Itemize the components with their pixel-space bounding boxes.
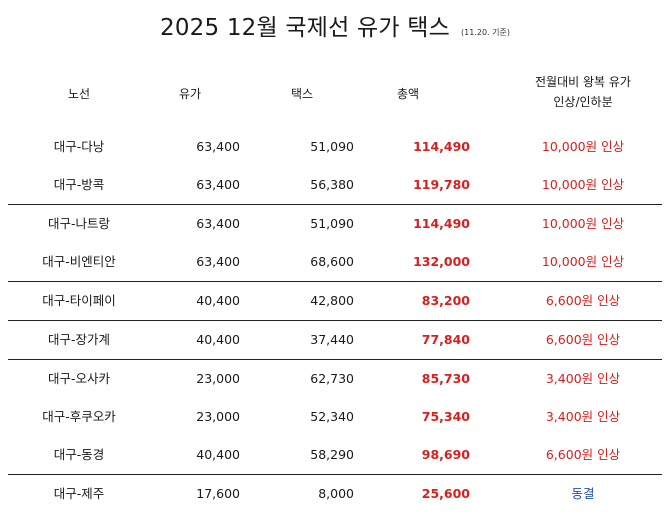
change-cell: 10,000원 인상 (541, 139, 625, 154)
header-total: 총액 (396, 87, 420, 101)
fuel-cell: 40,400 (196, 447, 240, 462)
route-cell: 대구-동경 (53, 447, 105, 462)
route-cell: 대구-나트랑 (47, 216, 110, 231)
fuel-cell: 23,000 (196, 409, 240, 424)
group-divider (8, 281, 662, 282)
header-change: 전월대비 왕복 유가 인상/인하분 (508, 72, 658, 112)
route-cell: 대구-비엔티안 (42, 254, 116, 269)
group-divider (8, 474, 662, 475)
total-cell: 98,690 (421, 447, 470, 462)
fare-table: 대구-다낭 63,400 51,090 114,490 10,000원 인상 대… (0, 128, 670, 513)
table-row: 대구-방콕 63,400 56,380 119,780 10,000원 인상 (0, 166, 670, 204)
tax-cell: 58,290 (310, 447, 354, 462)
table-row: 대구-제주 17,600 8,000 25,600 동결 (0, 475, 670, 513)
tax-cell: 51,090 (310, 139, 354, 154)
tax-cell: 52,340 (310, 409, 354, 424)
fuel-cell: 63,400 (196, 216, 240, 231)
tax-cell: 8,000 (318, 486, 354, 501)
table-header: 노선 유가 택스 총액 전월대비 왕복 유가 인상/인하분 (0, 72, 670, 116)
fuel-cell: 40,400 (196, 332, 240, 347)
route-cell: 대구-오사카 (47, 371, 110, 386)
tax-cell: 68,600 (310, 254, 354, 269)
group-divider (8, 320, 662, 321)
total-cell: 119,780 (413, 177, 470, 192)
tax-cell: 62,730 (310, 371, 354, 386)
table-row: 대구-타이페이 40,400 42,800 83,200 6,600원 인상 (0, 282, 670, 320)
table-row: 대구-오사카 23,000 62,730 85,730 3,400원 인상 (0, 360, 670, 398)
fuel-cell: 63,400 (196, 177, 240, 192)
header-tax: 택스 (290, 87, 314, 101)
change-cell: 3,400원 인상 (545, 409, 621, 424)
route-cell: 대구-후쿠오카 (42, 409, 116, 424)
route-cell: 대구-장가계 (47, 332, 110, 347)
header-fuel: 유가 (178, 87, 202, 101)
total-cell: 83,200 (421, 293, 470, 308)
tax-cell: 42,800 (310, 293, 354, 308)
header-change-line1: 전월대비 왕복 유가 (535, 75, 631, 89)
change-cell: 10,000원 인상 (541, 216, 625, 231)
total-cell: 132,000 (413, 254, 470, 269)
header-route: 노선 (67, 87, 91, 101)
tax-cell: 56,380 (310, 177, 354, 192)
route-cell: 대구-제주 (53, 486, 105, 501)
total-cell: 114,490 (413, 139, 470, 154)
total-cell: 85,730 (421, 371, 470, 386)
change-cell: 10,000원 인상 (541, 177, 625, 192)
total-cell: 25,600 (421, 486, 470, 501)
table-row: 대구-비엔티안 63,400 68,600 132,000 10,000원 인상 (0, 243, 670, 281)
route-cell: 대구-타이페이 (42, 293, 116, 308)
route-cell: 대구-방콕 (53, 177, 105, 192)
header-change-line2: 인상/인하분 (553, 95, 613, 109)
tax-cell: 37,440 (310, 332, 354, 347)
change-cell: 3,400원 인상 (545, 371, 621, 386)
table-row: 대구-다낭 63,400 51,090 114,490 10,000원 인상 (0, 128, 670, 166)
change-cell: 10,000원 인상 (541, 254, 625, 269)
page-title-area: 2025 12월 국제선 유가 택스 (11.20. 기준) (0, 8, 670, 42)
table-row: 대구-장가계 40,400 37,440 77,840 6,600원 인상 (0, 321, 670, 359)
table-row: 대구-동경 40,400 58,290 98,690 6,600원 인상 (0, 436, 670, 474)
route-cell: 대구-다낭 (53, 139, 105, 154)
total-cell: 114,490 (413, 216, 470, 231)
fuel-cell: 40,400 (196, 293, 240, 308)
page-title: 2025 12월 국제선 유가 택스 (160, 15, 450, 41)
group-divider (8, 204, 662, 205)
title-date-note: (11.20. 기준) (461, 28, 510, 37)
total-cell: 75,340 (421, 409, 470, 424)
table-row: 대구-나트랑 63,400 51,090 114,490 10,000원 인상 (0, 205, 670, 243)
fuel-cell: 63,400 (196, 139, 240, 154)
change-cell: 6,600원 인상 (545, 332, 621, 347)
table-row: 대구-후쿠오카 23,000 52,340 75,340 3,400원 인상 (0, 398, 670, 436)
change-cell: 6,600원 인상 (545, 447, 621, 462)
change-cell: 동결 (571, 486, 595, 501)
group-divider (8, 359, 662, 360)
change-cell: 6,600원 인상 (545, 293, 621, 308)
tax-cell: 51,090 (310, 216, 354, 231)
fuel-cell: 23,000 (196, 371, 240, 386)
total-cell: 77,840 (421, 332, 470, 347)
fuel-cell: 63,400 (196, 254, 240, 269)
fuel-cell: 17,600 (196, 486, 240, 501)
